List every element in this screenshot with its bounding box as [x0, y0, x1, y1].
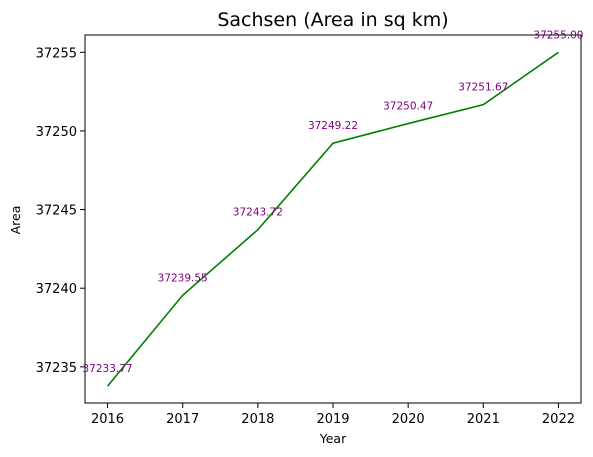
y-tick-label: 37240 [36, 282, 77, 297]
x-axis-label: Year [319, 431, 347, 446]
y-axis-label: Area [8, 206, 23, 235]
data-label: 37255.00 [533, 29, 583, 41]
x-tick-label: 2019 [316, 412, 349, 427]
x-tick-label: 2021 [467, 412, 500, 427]
data-label: 37239.55 [158, 272, 208, 284]
y-tick-label: 37250 [36, 125, 77, 140]
data-label: 37249.22 [308, 120, 358, 132]
y-tick-label: 37255 [36, 46, 77, 61]
x-tick-label: 2020 [392, 412, 425, 427]
data-label: 37250.47 [383, 101, 433, 113]
data-label: 37233.77 [82, 363, 132, 375]
data-label: 37243.72 [233, 207, 283, 219]
data-label: 37251.67 [458, 82, 508, 94]
x-tick-label: 2016 [91, 412, 124, 427]
chart-title: Sachsen (Area in sq km) [217, 9, 448, 31]
plot-area: 2016 2017 2018 2019 2020 2021 2022 37235 37240 37… [36, 29, 584, 427]
x-tick-label: 2017 [166, 412, 199, 427]
series-line [106, 51, 559, 387]
y-tick-label: 37235 [36, 361, 77, 376]
x-tick-label: 2022 [542, 412, 575, 427]
y-tick-label: 37245 [36, 204, 77, 219]
x-tick-label: 2018 [241, 412, 274, 427]
